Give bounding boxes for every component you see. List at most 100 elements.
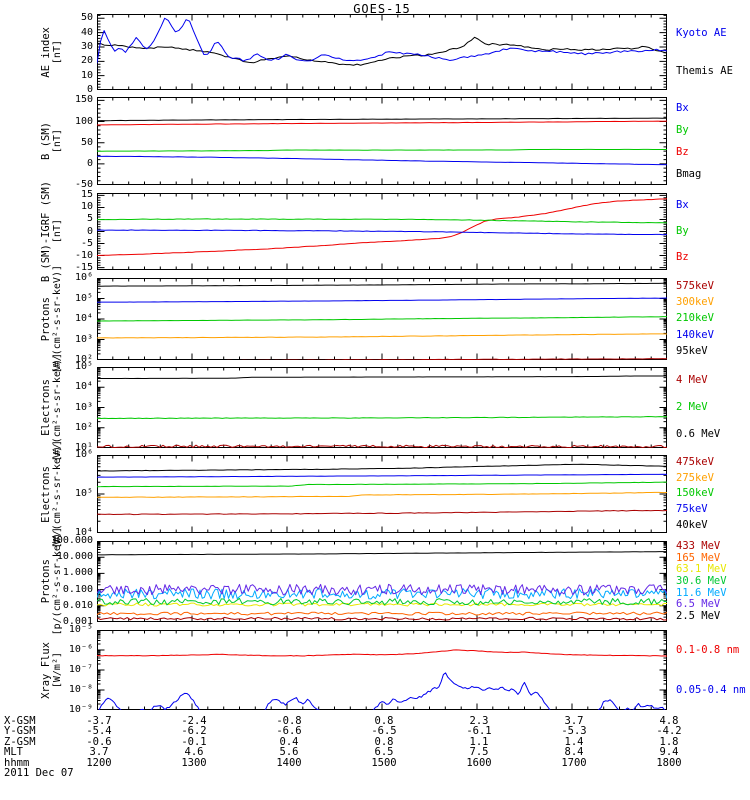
- axis-row-x-gsm: X-GSM -3.7 -2.4 -0.8 0.8 2.3 3.7 4.8: [0, 716, 750, 727]
- legend-575kev: 575keV: [676, 279, 714, 292]
- legend-433-mev: 433 MeV: [676, 540, 721, 553]
- ytick-label: 0: [86, 225, 93, 237]
- axis-row-value: 1700: [561, 756, 587, 769]
- series-2-mev: [97, 416, 667, 420]
- series-11-6-mev: [97, 588, 667, 600]
- ytick-label: 10⁴: [74, 313, 93, 324]
- chart-ae-index: [97, 14, 667, 90]
- axis-ticks: [97, 14, 667, 90]
- y-axis-label: Protons [#/(cm²-s-sr-keV)]: [36, 265, 66, 373]
- axis-row-value: 0.4: [279, 735, 299, 748]
- series-bmag: [97, 117, 667, 122]
- axis-row-label: X-GSM: [4, 715, 36, 727]
- axis-row-value: 4.6: [184, 746, 204, 759]
- chart-electrons-mev: [97, 367, 667, 448]
- legend-ae-index: Kyoto AE Themis AE: [676, 14, 750, 90]
- legend-bx: Bx: [676, 101, 689, 114]
- ytick-label: 30: [80, 40, 93, 52]
- legend-4-mev: 4 MeV: [676, 374, 708, 386]
- y-axis-label: Electrons [#/(cm²-s-sr-keV)]: [36, 440, 66, 548]
- axis-ticks: [97, 455, 667, 533]
- axis-row-value: 1.4: [564, 735, 584, 748]
- y-axis-unit: [p/(cm²-s-sr-keV)]: [51, 527, 63, 636]
- date-label: 2011 Dec 07: [4, 767, 74, 779]
- axis-row-value: 1500: [371, 756, 397, 769]
- axis-row-value: -6.2: [181, 725, 207, 738]
- y-axis-label: Protons [p/(cm²-s-sr-keV)]: [36, 527, 66, 635]
- chart-b-sm-igrf: [97, 193, 667, 270]
- ytick-label: 20: [80, 55, 93, 67]
- panel-b-sm-igrf: -15 -10 -5 0 5 10 15 B (SM)-IGRF (SM) [nT] Bx By Bz: [0, 181, 750, 282]
- axis-row-value: 3.7: [564, 715, 584, 727]
- axis-row-value: 1800: [656, 756, 682, 769]
- axis-row-value: 5.6: [279, 746, 299, 759]
- axis-row-value: 4.8: [659, 715, 679, 727]
- ytick-label: 100: [74, 115, 93, 127]
- legend-0-6-mev: 0.6 MeV: [676, 428, 721, 440]
- ytick-label: 10⁴: [74, 381, 93, 393]
- ytick-label: 10: [80, 69, 93, 81]
- ytick-label: 10⁵: [74, 488, 93, 499]
- y-axis-name: Electrons: [39, 465, 52, 523]
- axis-row-value: 8.4: [564, 746, 584, 759]
- legend-by: By: [676, 123, 689, 136]
- y-axis-label: Xray Flux [W/m²]: [36, 630, 66, 710]
- ytick-label: 50: [80, 12, 93, 24]
- y-axis-name: Electrons: [39, 379, 52, 436]
- legend-75kev: 75keV: [676, 503, 708, 516]
- legend-275kev: 275keV: [676, 471, 714, 484]
- series-by: [97, 218, 667, 224]
- axis-row-value: 1300: [181, 756, 207, 769]
- axis-row-label: MLT: [4, 746, 23, 759]
- axis-row-value: 6.5: [374, 746, 394, 759]
- axis-row-value: -4.2: [656, 725, 682, 738]
- y-axis-name: B (SM)-IGRF (SM): [39, 180, 52, 283]
- ytick-label: -15: [74, 261, 93, 273]
- series-210kev: [97, 316, 667, 322]
- axis-row-value: -5.3: [561, 725, 587, 738]
- y-axis-unit: [W/m²]: [51, 651, 63, 689]
- legend-electrons-mev: 4 MeV 2 MeV 0.6 MeV: [676, 367, 750, 448]
- ytick-label: 10⁵: [74, 361, 93, 372]
- y-axis-name: AE index: [39, 26, 52, 78]
- axis-row-value: -3.7: [86, 715, 112, 727]
- series-165-mev: [97, 611, 667, 616]
- ytick-label: 10⁴: [74, 527, 93, 538]
- axis-ticks: [97, 367, 667, 448]
- legend-kyoto-ae: Kyoto AE: [676, 26, 727, 39]
- chart-protons-kev: [97, 278, 667, 360]
- ytick-label: 10⁵: [74, 292, 93, 304]
- y-axis-name: B (SM): [39, 122, 52, 160]
- y-axis-name: Xray Flux: [39, 641, 52, 699]
- ytick-label: 5: [86, 213, 93, 225]
- panel-protons-kev: 10² 10³ 10⁴ 10⁵ 10⁶ Protons [#/(cm²-s-sr-keV)]…: [0, 265, 750, 373]
- axis-row-value: -2.4: [181, 715, 207, 727]
- ytick-label: -50: [74, 179, 93, 190]
- series-95kev: [97, 282, 667, 287]
- series-275kev: [97, 491, 667, 498]
- legend-300kev: 300keV: [676, 296, 714, 309]
- y-axis-unit: [nT]: [51, 128, 63, 154]
- axis-row-value: 1200: [86, 756, 112, 769]
- y-axis-name: Protons: [39, 296, 52, 342]
- ytick-label: 0.001: [62, 616, 93, 627]
- series-4-mev: [97, 444, 667, 448]
- axis-row-value: -6.1: [466, 725, 492, 738]
- series-0-1-0-8-nm: [97, 649, 667, 657]
- panel-b-sm: -50 0 50 100 150 B (SM) [nT] Bx By Bz Bmag: [0, 94, 750, 190]
- chart-xray-flux: [97, 630, 667, 710]
- axis-row-hhmm: hhmm 1200 1300 1400 1500 1600 1700 1800: [0, 756, 750, 769]
- ytick-label: 150: [74, 94, 93, 106]
- legend-40kev: 40keV: [676, 518, 708, 531]
- series-433-mev: [97, 616, 667, 621]
- y-axis-name: Protons: [39, 559, 52, 604]
- ytick-label: 10.000: [56, 551, 93, 563]
- axis-row-mlt: MLT 3.7 4.6 5.6 6.5 7.5 8.4 9.4: [0, 747, 750, 758]
- series-6-5-mev: [97, 583, 667, 596]
- ytick-label: 10⁶: [74, 449, 93, 460]
- ytick-label: 10⁻⁸: [68, 684, 93, 695]
- legend-0-1-0-8-nm: 0.1-0.8 nm: [676, 643, 740, 656]
- y-axis-label: AE index [nT]: [36, 14, 66, 90]
- legend-95kev: 95keV: [676, 345, 708, 358]
